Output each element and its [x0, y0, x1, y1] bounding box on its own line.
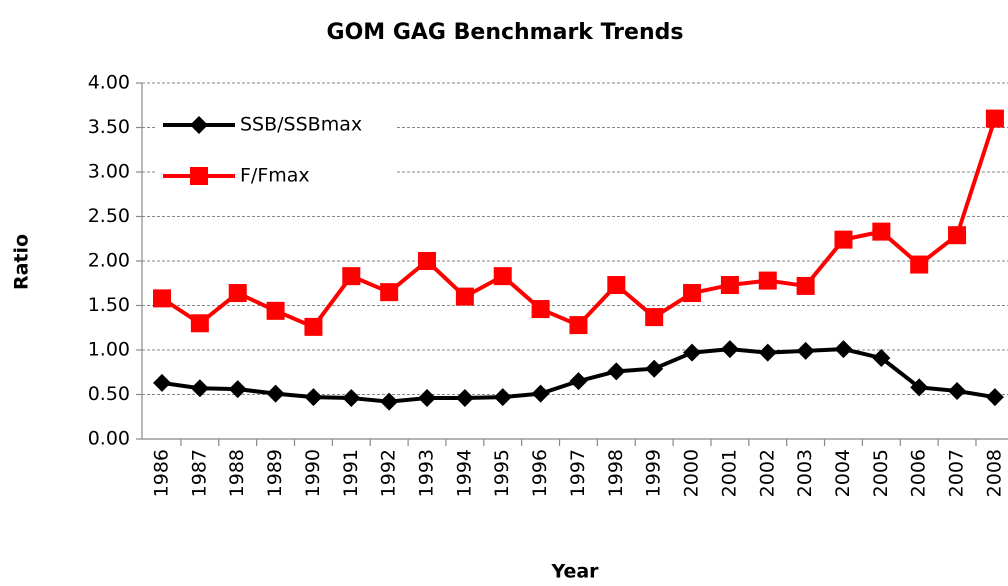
x-tick-label: 1992 [378, 449, 400, 497]
data-point [872, 349, 891, 368]
legend-marker [190, 116, 208, 134]
data-point [683, 284, 702, 303]
x-tick-label: 1995 [491, 449, 513, 497]
x-tick-label: 2004 [832, 449, 854, 497]
data-point [342, 267, 361, 286]
data-point [948, 381, 967, 400]
data-point [153, 373, 171, 392]
data-point [683, 343, 702, 362]
y-tick-label: 0.50 [88, 383, 130, 405]
x-tick-label: 2008 [983, 449, 1005, 497]
data-point [455, 389, 474, 408]
legend-marker [190, 167, 208, 185]
data-point [304, 388, 323, 407]
data-point [190, 379, 209, 398]
data-point [645, 359, 664, 378]
data-point [796, 276, 815, 295]
x-tick-label: 1999 [643, 449, 665, 497]
data-point [796, 341, 815, 360]
data-point [304, 317, 323, 336]
data-point [418, 389, 437, 408]
data-point [569, 316, 588, 335]
data-point [342, 389, 361, 408]
chart-title: GOM GAG Benchmark Trends [327, 20, 684, 45]
data-point [228, 284, 247, 303]
data-point [985, 388, 1004, 407]
data-point [910, 378, 929, 397]
x-tick-label: 1997 [567, 449, 589, 497]
y-axis-label: Ratio [11, 234, 33, 290]
data-point [645, 308, 664, 327]
x-tick-label: 1991 [340, 449, 362, 497]
y-tick-label: 3.50 [88, 116, 130, 138]
x-tick-label: 1988 [226, 449, 248, 497]
data-point [493, 267, 512, 286]
x-axis-label: Year [550, 561, 599, 583]
y-tick-label: 3.00 [88, 161, 130, 183]
data-point [531, 384, 550, 403]
x-tick-label: 1993 [416, 449, 438, 497]
x-tick-label: 1998 [605, 449, 627, 497]
data-point [720, 340, 739, 359]
x-tick-label: 1996 [529, 449, 551, 497]
x-tick-label: 1986 [151, 449, 173, 497]
data-point [266, 301, 285, 320]
data-point [910, 255, 929, 274]
data-point [190, 314, 209, 333]
data-point [834, 230, 853, 249]
data-point [380, 283, 399, 302]
data-point [380, 392, 399, 411]
data-point [455, 287, 474, 306]
y-tick-label: 2.00 [88, 250, 130, 272]
x-tick-label: 1994 [453, 449, 475, 497]
data-point [985, 109, 1004, 128]
x-tick-label: 1987 [188, 449, 210, 497]
x-tick-label: 2006 [908, 449, 930, 497]
data-point [569, 372, 588, 391]
data-point [153, 289, 171, 308]
data-point [948, 226, 967, 245]
x-tick-label: 2005 [870, 449, 892, 497]
data-point [266, 384, 285, 403]
data-point [418, 252, 437, 270]
y-tick-label: 2.50 [88, 205, 130, 227]
data-point [872, 222, 891, 241]
legend-label: F/Fmax [240, 165, 310, 187]
data-point [493, 388, 512, 407]
data-point [834, 340, 853, 359]
data-point [720, 276, 739, 295]
x-tick-label: 2001 [718, 449, 740, 497]
data-point [531, 300, 550, 319]
data-point [607, 362, 626, 381]
data-point [228, 380, 247, 399]
x-tick-label: 1989 [264, 449, 286, 497]
data-point [607, 276, 626, 295]
x-tick-label: 2000 [681, 449, 703, 497]
y-tick-label: 1.50 [88, 294, 130, 316]
data-point [758, 271, 777, 290]
x-tick-label: 2002 [756, 449, 778, 497]
x-tick-label: 2007 [946, 449, 968, 497]
y-tick-label: 4.00 [88, 72, 130, 94]
legend-label: SSB/SSBmax [240, 114, 362, 136]
x-tick-label: 1990 [302, 449, 324, 497]
data-point [758, 343, 777, 362]
y-tick-label: 0.00 [88, 428, 130, 450]
x-tick-label: 2003 [794, 449, 816, 497]
y-tick-label: 1.00 [88, 339, 130, 361]
